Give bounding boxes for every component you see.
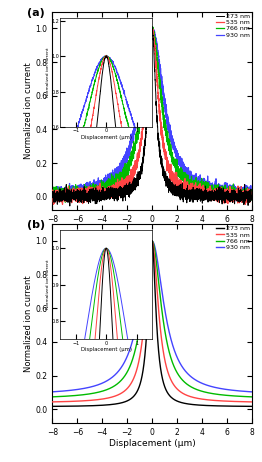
- 930 nm: [250, 194, 253, 199]
- 930 nm: [127, 350, 130, 355]
- 766 nm: [74, 393, 77, 398]
- 273 nm: [51, 192, 54, 198]
- 930 nm: [51, 389, 54, 395]
- 766 nm: [74, 191, 77, 196]
- Line: 766 nm: 766 nm: [52, 26, 252, 202]
- 535 nm: [225, 398, 228, 404]
- Y-axis label: Normalized ion current: Normalized ion current: [24, 275, 33, 372]
- 766 nm: [225, 185, 228, 191]
- 535 nm: [150, 24, 153, 30]
- Legend: 273 nm, 535 nm, 766 nm, 930 nm: 273 nm, 535 nm, 766 nm, 930 nm: [216, 226, 250, 250]
- 766 nm: [246, 394, 249, 400]
- 273 nm: [127, 397, 130, 403]
- 766 nm: [150, 238, 154, 243]
- 273 nm: [246, 404, 249, 409]
- 930 nm: [74, 184, 77, 189]
- Line: 535 nm: 535 nm: [52, 241, 252, 402]
- 766 nm: [64, 200, 67, 205]
- 766 nm: [225, 393, 228, 398]
- 930 nm: [74, 387, 77, 393]
- 766 nm: [246, 192, 249, 198]
- 766 nm: [127, 366, 130, 372]
- 535 nm: [127, 384, 130, 389]
- Line: 535 nm: 535 nm: [52, 27, 252, 204]
- 930 nm: [250, 389, 253, 395]
- 535 nm: [150, 238, 154, 243]
- X-axis label: Displacement (μm): Displacement (μm): [108, 439, 195, 448]
- 273 nm: [225, 403, 228, 409]
- 930 nm: [150, 24, 154, 30]
- 535 nm: [136, 151, 139, 156]
- 273 nm: [136, 178, 139, 184]
- 535 nm: [244, 201, 247, 207]
- 930 nm: [85, 385, 89, 390]
- 766 nm: [85, 189, 89, 195]
- 273 nm: [74, 195, 77, 201]
- 930 nm: [150, 238, 154, 243]
- 930 nm: [51, 188, 54, 194]
- Line: 273 nm: 273 nm: [52, 241, 252, 407]
- 535 nm: [74, 399, 77, 404]
- Line: 273 nm: 273 nm: [52, 27, 252, 206]
- Line: 930 nm: 930 nm: [52, 241, 252, 392]
- 535 nm: [74, 195, 77, 201]
- 535 nm: [85, 398, 89, 403]
- 535 nm: [246, 193, 249, 198]
- 273 nm: [51, 404, 54, 409]
- 273 nm: [150, 238, 154, 243]
- 273 nm: [246, 192, 249, 197]
- 535 nm: [51, 399, 54, 405]
- 535 nm: [225, 191, 228, 196]
- 930 nm: [225, 387, 228, 392]
- 930 nm: [246, 389, 249, 395]
- 930 nm: [247, 200, 250, 205]
- 535 nm: [51, 199, 54, 204]
- 273 nm: [68, 203, 71, 209]
- 766 nm: [136, 127, 139, 133]
- 930 nm: [127, 147, 130, 153]
- 766 nm: [127, 160, 130, 165]
- 766 nm: [51, 195, 54, 201]
- 273 nm: [150, 24, 153, 30]
- 930 nm: [136, 110, 139, 116]
- 930 nm: [225, 187, 228, 193]
- 273 nm: [250, 194, 253, 200]
- 766 nm: [250, 394, 253, 400]
- 930 nm: [136, 316, 139, 322]
- 535 nm: [250, 399, 253, 405]
- 535 nm: [136, 365, 139, 370]
- Text: (a): (a): [26, 7, 44, 18]
- 273 nm: [74, 403, 77, 409]
- 766 nm: [136, 337, 139, 343]
- 273 nm: [225, 189, 228, 195]
- 535 nm: [246, 399, 249, 405]
- Line: 766 nm: 766 nm: [52, 241, 252, 397]
- 273 nm: [85, 191, 89, 197]
- 535 nm: [127, 177, 130, 183]
- 766 nm: [51, 394, 54, 400]
- Text: (b): (b): [26, 220, 45, 230]
- 273 nm: [85, 403, 89, 408]
- Line: 930 nm: 930 nm: [52, 27, 252, 202]
- 273 nm: [136, 388, 139, 394]
- 273 nm: [250, 404, 253, 409]
- 766 nm: [150, 24, 153, 29]
- Legend: 273 nm, 535 nm, 766 nm, 930 nm: 273 nm, 535 nm, 766 nm, 930 nm: [216, 13, 250, 38]
- Y-axis label: Normalized ion current: Normalized ion current: [24, 62, 33, 159]
- 930 nm: [246, 188, 249, 194]
- 766 nm: [250, 189, 253, 195]
- 273 nm: [127, 194, 130, 199]
- 766 nm: [85, 391, 89, 397]
- 535 nm: [85, 190, 89, 195]
- 535 nm: [250, 196, 253, 202]
- X-axis label: Displacement (μm): Displacement (μm): [108, 227, 195, 236]
- 930 nm: [85, 183, 89, 188]
